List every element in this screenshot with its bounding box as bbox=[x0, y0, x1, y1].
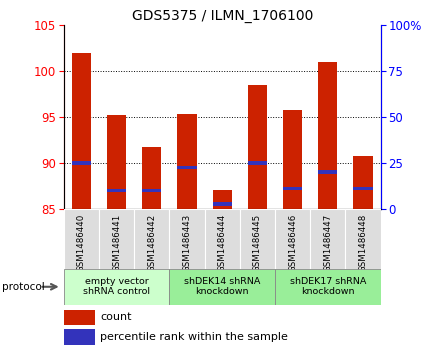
Bar bbox=[240, 209, 275, 269]
Text: GSM1486447: GSM1486447 bbox=[323, 213, 332, 272]
Bar bbox=[142, 147, 161, 209]
Bar bbox=[177, 166, 197, 169]
Bar bbox=[213, 202, 232, 206]
Bar bbox=[353, 187, 373, 190]
Title: GDS5375 / ILMN_1706100: GDS5375 / ILMN_1706100 bbox=[132, 9, 313, 23]
Text: GSM1486443: GSM1486443 bbox=[183, 213, 191, 272]
Bar bbox=[99, 209, 134, 269]
Text: GSM1486445: GSM1486445 bbox=[253, 213, 262, 272]
Bar bbox=[318, 62, 337, 209]
Bar bbox=[310, 209, 345, 269]
Bar bbox=[283, 187, 302, 190]
Text: GSM1486440: GSM1486440 bbox=[77, 213, 86, 272]
Text: percentile rank within the sample: percentile rank within the sample bbox=[100, 332, 288, 342]
Text: empty vector
shRNA control: empty vector shRNA control bbox=[83, 277, 150, 297]
Text: GSM1486446: GSM1486446 bbox=[288, 213, 297, 272]
Text: protocol: protocol bbox=[2, 282, 45, 292]
Bar bbox=[318, 170, 337, 174]
Text: shDEK17 shRNA
knockdown: shDEK17 shRNA knockdown bbox=[290, 277, 366, 297]
Bar bbox=[169, 269, 275, 305]
Bar bbox=[177, 114, 197, 209]
Bar bbox=[248, 161, 267, 165]
Bar bbox=[72, 53, 91, 209]
Bar bbox=[275, 269, 381, 305]
Text: GSM1486441: GSM1486441 bbox=[112, 213, 121, 272]
Bar bbox=[64, 209, 99, 269]
Bar bbox=[72, 161, 91, 165]
Bar bbox=[107, 188, 126, 192]
Text: count: count bbox=[100, 312, 132, 322]
Bar bbox=[283, 110, 302, 209]
Bar bbox=[64, 310, 95, 325]
Bar bbox=[64, 269, 169, 305]
Bar bbox=[213, 190, 232, 209]
Text: GSM1486444: GSM1486444 bbox=[218, 213, 227, 272]
Text: GSM1486448: GSM1486448 bbox=[359, 213, 367, 272]
Bar bbox=[275, 209, 310, 269]
Bar bbox=[134, 209, 169, 269]
Text: shDEK14 shRNA
knockdown: shDEK14 shRNA knockdown bbox=[184, 277, 260, 297]
Text: GSM1486442: GSM1486442 bbox=[147, 213, 156, 272]
Bar bbox=[248, 85, 267, 209]
Bar bbox=[142, 188, 161, 192]
Bar bbox=[353, 156, 373, 209]
Bar bbox=[107, 115, 126, 209]
Bar bbox=[345, 209, 381, 269]
Bar bbox=[205, 209, 240, 269]
Bar bbox=[64, 330, 95, 345]
Bar bbox=[169, 209, 205, 269]
